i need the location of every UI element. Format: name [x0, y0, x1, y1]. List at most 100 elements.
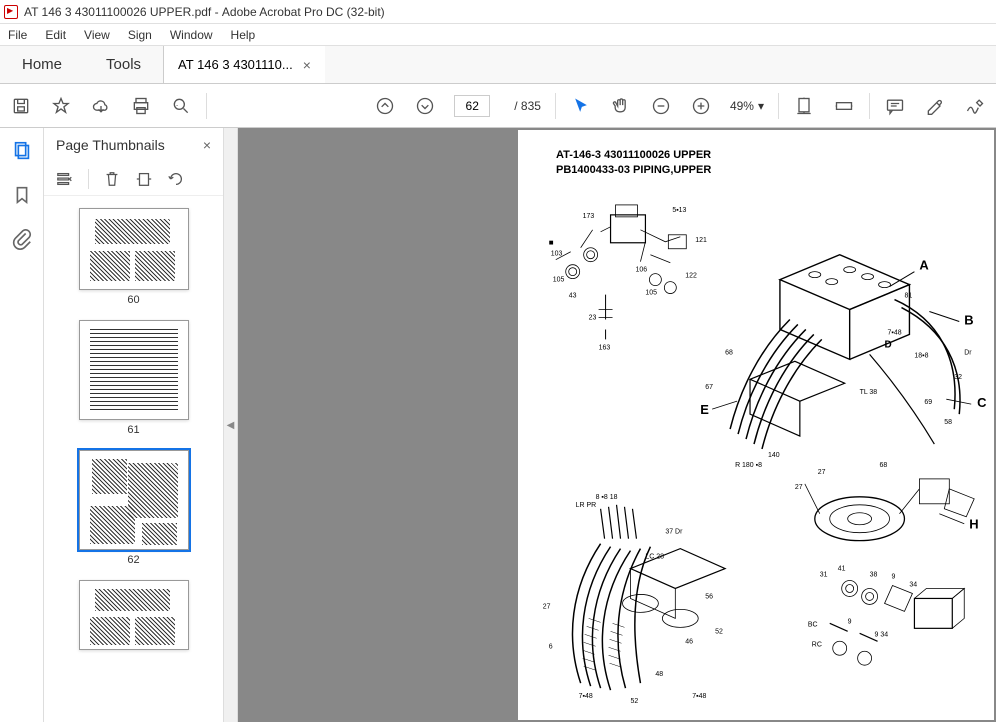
options-icon[interactable]: [56, 170, 74, 188]
page-down-icon[interactable]: [414, 95, 436, 117]
svg-text:7▪48: 7▪48: [692, 693, 706, 700]
tab-tools[interactable]: Tools: [84, 46, 163, 83]
thumbnails-panel: Page Thumbnails × 60 61 62: [44, 128, 224, 722]
svg-text:105: 105: [645, 290, 657, 297]
thumbnail[interactable]: 61: [74, 320, 194, 446]
close-panel-icon[interactable]: ×: [203, 137, 211, 153]
chevron-down-icon: ▾: [758, 99, 764, 113]
thumbnails-title: Page Thumbnails: [56, 137, 165, 153]
highlight-icon[interactable]: [924, 95, 946, 117]
svg-text:9: 9: [892, 574, 896, 581]
save-icon[interactable]: [10, 95, 32, 117]
tab-home[interactable]: Home: [0, 46, 84, 83]
svg-text:106: 106: [635, 267, 647, 274]
hand-icon[interactable]: [610, 95, 632, 117]
svg-text:■: ■: [549, 238, 554, 247]
svg-text:173: 173: [583, 213, 595, 220]
svg-text:7▪48: 7▪48: [579, 693, 593, 700]
zoom-out-icon[interactable]: [650, 95, 672, 117]
toolbar-separator: [778, 93, 779, 119]
viewer-padding: [238, 128, 518, 722]
select-icon[interactable]: [570, 95, 592, 117]
undo-icon[interactable]: [167, 170, 185, 188]
cloud-icon[interactable]: [90, 95, 112, 117]
close-icon[interactable]: ×: [303, 57, 311, 73]
print-icon[interactable]: [130, 95, 152, 117]
svg-text:RC: RC: [812, 641, 822, 648]
sign-icon[interactable]: [964, 95, 986, 117]
tab-document[interactable]: AT 146 3 4301110... ×: [163, 46, 325, 83]
zoom-in-icon[interactable]: [690, 95, 712, 117]
svg-text:Dr: Dr: [964, 349, 972, 356]
svg-text:8 ▪8 18: 8 ▪8 18: [596, 494, 618, 501]
fit-icon[interactable]: [793, 95, 815, 117]
tabbar: Home Tools AT 146 3 4301110... ×: [0, 46, 996, 84]
svg-text:C: C: [977, 395, 986, 410]
trash-icon[interactable]: [103, 170, 121, 188]
svg-text:32: 32: [954, 374, 962, 381]
app-name: Adobe Acrobat Pro DC (32-bit): [222, 5, 385, 19]
svg-text:122: 122: [685, 273, 697, 280]
svg-text:5▪13: 5▪13: [672, 207, 686, 214]
star-icon[interactable]: [50, 95, 72, 117]
svg-text:D: D: [885, 339, 892, 350]
svg-text:7▪48: 7▪48: [888, 329, 902, 336]
svg-text:48: 48: [655, 671, 663, 678]
thumbnail[interactable]: [74, 580, 194, 650]
document-title: AT-146-3 43011100026 UPPER PB1400433-03 …: [556, 148, 711, 178]
svg-text:69: 69: [924, 399, 932, 406]
svg-text:A: A: [919, 258, 928, 273]
attachment-icon[interactable]: [11, 228, 33, 250]
menu-window[interactable]: Window: [170, 28, 213, 42]
svg-text:27: 27: [795, 484, 803, 491]
svg-text:34: 34: [909, 581, 917, 588]
svg-text:23: 23: [589, 314, 597, 321]
technical-diagram: ■ 103 173 5▪13 105 43 106 121 105 122 23…: [528, 180, 992, 718]
toolbar-separator: [555, 93, 556, 119]
svg-text:LC 28: LC 28: [645, 554, 664, 561]
comment-icon[interactable]: [884, 95, 906, 117]
separator: -: [211, 5, 222, 19]
thumbnail-number: 62: [127, 554, 139, 566]
menu-edit[interactable]: Edit: [45, 28, 66, 42]
thumbnails-header: Page Thumbnails ×: [44, 128, 223, 162]
find-icon[interactable]: -: [170, 95, 192, 117]
page-input[interactable]: [454, 95, 490, 117]
svg-text:81: 81: [904, 293, 912, 300]
zoom-select[interactable]: 49% ▾: [730, 99, 764, 113]
width-icon[interactable]: [833, 95, 855, 117]
thumbnail-number: 61: [127, 424, 139, 436]
svg-text:46: 46: [685, 638, 693, 645]
menubar: File Edit View Sign Window Help: [0, 24, 996, 46]
bookmark-icon[interactable]: [11, 184, 33, 206]
toolbar-separator: [869, 93, 870, 119]
svg-text:B: B: [964, 312, 973, 327]
tab-doc-label: AT 146 3 4301110...: [178, 57, 293, 72]
svg-text:BC: BC: [808, 621, 818, 628]
menu-view[interactable]: View: [84, 28, 110, 42]
svg-text:103: 103: [551, 251, 563, 258]
svg-text:140: 140: [768, 452, 780, 459]
menu-sign[interactable]: Sign: [128, 28, 152, 42]
menu-file[interactable]: File: [8, 28, 27, 42]
rotate-icon[interactable]: [135, 170, 153, 188]
page-up-icon[interactable]: [374, 95, 396, 117]
collapse-handle[interactable]: ◀: [224, 128, 238, 722]
svg-text:67: 67: [705, 384, 713, 391]
svg-text:58: 58: [944, 419, 952, 426]
svg-text:68: 68: [725, 349, 733, 356]
thumbnails-icon[interactable]: [11, 140, 33, 162]
svg-text:41: 41: [838, 566, 846, 573]
thumbnail[interactable]: 60: [74, 208, 194, 316]
svg-text:68: 68: [880, 462, 888, 469]
thumbnails-list[interactable]: 60 61 62: [44, 196, 223, 722]
menu-help[interactable]: Help: [231, 28, 256, 42]
pdf-icon: [4, 5, 18, 19]
thumbnail[interactable]: 62: [74, 450, 194, 576]
thumbnail-number: 60: [127, 294, 139, 306]
document-viewer[interactable]: AT-146-3 43011100026 UPPER PB1400433-03 …: [238, 128, 996, 722]
svg-text:43: 43: [569, 293, 577, 300]
svg-text:H: H: [969, 517, 978, 532]
svg-text:-: -: [176, 101, 178, 108]
filename: AT 146 3 43011100026 UPPER.pdf: [24, 5, 211, 19]
